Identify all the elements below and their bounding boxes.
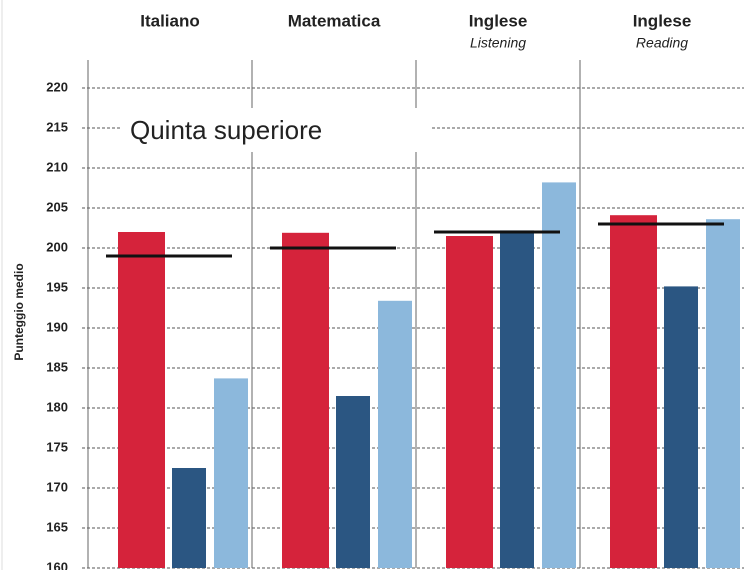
bar [706, 219, 740, 568]
y-tick-label: 190 [46, 319, 68, 334]
bar [378, 300, 412, 568]
category-label: Inglese [633, 11, 692, 30]
y-tick-label: 205 [46, 199, 68, 214]
bar [336, 396, 370, 568]
y-tick-label: 170 [46, 479, 68, 494]
bar [446, 236, 493, 568]
marks [106, 182, 740, 569]
bar [542, 182, 576, 568]
bar [282, 232, 329, 569]
bar [500, 230, 534, 568]
y-tick-label: 160 [46, 559, 68, 570]
y-tick-label: 175 [46, 439, 68, 454]
y-tick-label: 195 [46, 279, 68, 294]
y-tick-label: 210 [46, 159, 68, 174]
y-tick-label: 165 [46, 519, 68, 534]
y-axis-label: Punteggio medio [12, 263, 26, 360]
category-label: Inglese [469, 11, 528, 30]
y-tick-label: 220 [46, 79, 68, 94]
bar [664, 286, 698, 568]
bar [610, 215, 657, 568]
category-subtitle: Listening [470, 35, 526, 51]
bar [172, 468, 206, 568]
category-label: Italiano [140, 11, 200, 30]
bar [118, 232, 165, 568]
y-tick-label: 180 [46, 399, 68, 414]
category-label: Matematica [288, 11, 381, 30]
annotation-bg [122, 108, 432, 152]
y-tick-label: 185 [46, 359, 68, 374]
y-tick-label: 200 [46, 239, 68, 254]
annotation: Quinta superiore [130, 115, 322, 145]
category-subtitle: Reading [636, 35, 688, 51]
y-tick-label: 215 [46, 119, 68, 134]
bar [214, 378, 248, 568]
